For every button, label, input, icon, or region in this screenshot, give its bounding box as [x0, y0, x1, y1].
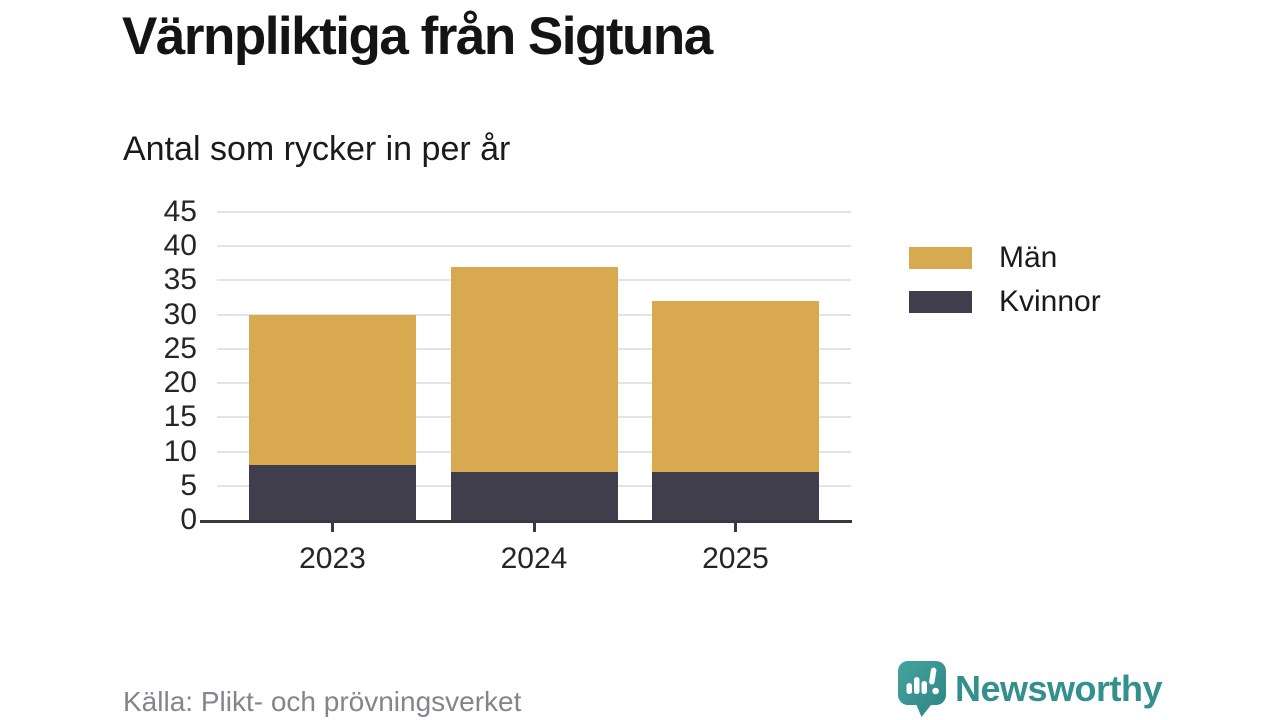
x-axis-label-2023: 2023: [299, 542, 366, 575]
bar-segment-kvinnor-2025: [652, 472, 819, 520]
legend-label-kvinnor: Kvinnor: [999, 285, 1101, 318]
bar-segment-män-2025: [652, 300, 819, 473]
legend-label-män: Män: [999, 241, 1058, 274]
chart-title: Värnpliktiga från Sigtuna: [122, 7, 713, 66]
x-axis-label-2025: 2025: [702, 542, 769, 575]
y-axis-label-40: 40: [163, 229, 197, 263]
x-axis-line: [200, 520, 852, 523]
bar-segment-män-2023: [249, 314, 416, 466]
y-axis-label-45: 45: [163, 195, 197, 228]
gridline-y-45: [217, 211, 851, 213]
bar-segment-kvinnor-2023: [249, 465, 416, 520]
legend: Män Kvinnor: [909, 241, 1101, 335]
bar-segment-män-2024: [450, 266, 618, 473]
x-axis-tick-2023: [331, 520, 334, 532]
x-axis-tick-2025: [734, 520, 737, 532]
newsworthy-icon: [898, 661, 946, 717]
y-axis-label-0: 0: [180, 503, 197, 536]
y-axis-label-20: 20: [163, 366, 197, 400]
y-axis-label-15: 15: [163, 400, 197, 434]
source-text: Källa: Plikt- och prövningsverket: [123, 686, 522, 717]
gridline-y-40: [217, 245, 851, 248]
y-axis-label-5: 5: [180, 468, 197, 502]
x-axis-label-2024: 2024: [500, 542, 568, 575]
bar-segment-kvinnor-2024: [450, 472, 618, 520]
legend-swatch-män: [909, 247, 972, 269]
legend-item-kvinnor: Kvinnor: [909, 285, 1101, 318]
newsworthy-logo: Newsworthy: [896, 660, 1163, 718]
legend-swatch-kvinnor: [909, 291, 972, 313]
newsworthy-wordmark: Newsworthy: [955, 668, 1163, 709]
legend-item-män: Män: [909, 241, 1101, 274]
y-axis-label-35: 35: [163, 263, 197, 297]
y-axis-label-30: 30: [163, 297, 197, 331]
plot-area: 0 5 10 15 20 25 30 35 40 45 2023 2024 2025: [164, 195, 852, 575]
chart-subtitle: Antal som rycker in per år: [123, 130, 511, 168]
y-axis-label-10: 10: [163, 434, 197, 468]
x-axis-tick-2024: [532, 520, 536, 532]
y-axis-label-25: 25: [163, 331, 197, 365]
